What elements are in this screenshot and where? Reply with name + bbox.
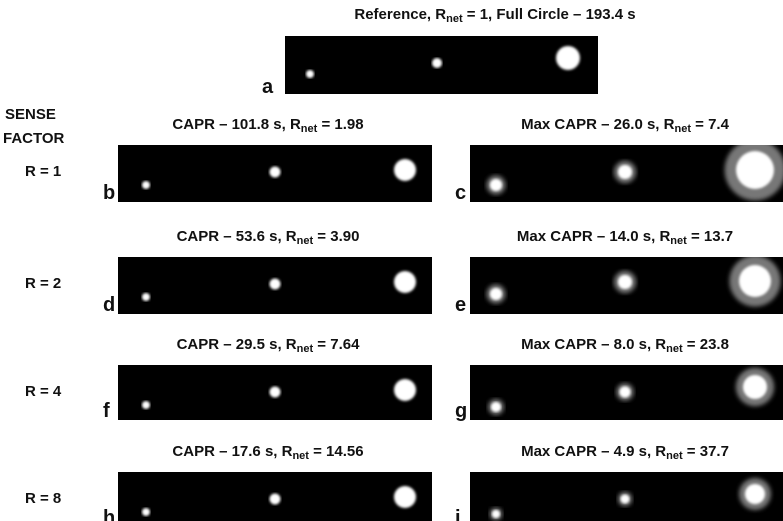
figure: SENSE FACTOR Reference, Rnet = 1, Full C… bbox=[0, 0, 783, 521]
title-text: = 1.98 bbox=[317, 116, 363, 133]
title-text: = 7.4 bbox=[691, 116, 729, 133]
title-text: = 7.64 bbox=[313, 336, 359, 353]
subscript: net bbox=[674, 123, 691, 135]
subscript: net bbox=[297, 343, 314, 355]
blob bbox=[394, 379, 416, 401]
title-text: = 13.7 bbox=[687, 228, 733, 245]
blob bbox=[618, 165, 632, 179]
panel-letter: f bbox=[103, 400, 110, 423]
side-label: SENSE bbox=[5, 106, 56, 123]
blob bbox=[142, 293, 150, 301]
subscript: net bbox=[670, 235, 687, 247]
row-label: R = 2 bbox=[25, 275, 61, 292]
title-text: = 23.8 bbox=[683, 336, 729, 353]
row-label: R = 1 bbox=[25, 163, 61, 180]
panel-title: Reference, Rnet = 1, Full Circle – 193.4… bbox=[354, 6, 635, 25]
mri-image bbox=[470, 145, 783, 202]
blob bbox=[618, 275, 632, 289]
title-text: CAPR – 101.8 s, R bbox=[172, 116, 300, 133]
title-text: Max CAPR – 4.9 s, R bbox=[521, 443, 666, 460]
blob bbox=[394, 486, 416, 508]
blob bbox=[491, 402, 501, 412]
mri-image bbox=[118, 145, 432, 202]
blob bbox=[270, 387, 281, 398]
blob bbox=[492, 510, 500, 518]
title-text: Max CAPR – 8.0 s, R bbox=[521, 336, 666, 353]
row-label: R = 4 bbox=[25, 383, 61, 400]
title-text: = 3.90 bbox=[313, 228, 359, 245]
blob bbox=[270, 167, 281, 178]
subscript: net bbox=[446, 13, 463, 25]
blob bbox=[490, 179, 502, 191]
mri-image bbox=[285, 36, 598, 94]
blob bbox=[620, 387, 631, 398]
row-label: R = 8 bbox=[25, 490, 61, 507]
panel-title: CAPR – 101.8 s, Rnet = 1.98 bbox=[172, 116, 363, 135]
mri-image bbox=[118, 365, 432, 420]
blob bbox=[621, 495, 630, 504]
title-text: Max CAPR – 26.0 s, R bbox=[521, 116, 674, 133]
blob bbox=[394, 159, 416, 181]
mri-image bbox=[118, 472, 432, 521]
blob bbox=[142, 181, 150, 189]
panel-letter: a bbox=[262, 76, 273, 99]
blob bbox=[432, 58, 442, 68]
subscript: net bbox=[301, 123, 318, 135]
blob bbox=[739, 265, 771, 297]
subscript: net bbox=[666, 450, 683, 462]
subscript: net bbox=[292, 450, 309, 462]
panel-title: CAPR – 53.6 s, Rnet = 3.90 bbox=[177, 228, 360, 247]
panel-letter: b bbox=[103, 182, 115, 205]
panel-title: Max CAPR – 4.9 s, Rnet = 37.7 bbox=[521, 443, 729, 462]
subscript: net bbox=[297, 235, 314, 247]
panel-letter: c bbox=[455, 182, 466, 205]
blob bbox=[270, 279, 281, 290]
blob bbox=[745, 484, 765, 504]
mri-image bbox=[118, 257, 432, 314]
blob bbox=[556, 46, 580, 70]
panel-letter: e bbox=[455, 294, 466, 317]
mri-image bbox=[470, 257, 783, 314]
mri-image bbox=[470, 365, 783, 420]
panel-title: Max CAPR – 8.0 s, Rnet = 23.8 bbox=[521, 336, 729, 355]
panel-title: Max CAPR – 26.0 s, Rnet = 7.4 bbox=[521, 116, 729, 135]
panel-title: CAPR – 17.6 s, Rnet = 14.56 bbox=[172, 443, 363, 462]
panel-letter: h bbox=[103, 507, 115, 521]
title-text: CAPR – 17.6 s, R bbox=[172, 443, 292, 460]
panel-letter: d bbox=[103, 294, 115, 317]
panel-letter: g bbox=[455, 400, 467, 423]
title-text: = 37.7 bbox=[683, 443, 729, 460]
side-label: FACTOR bbox=[3, 130, 64, 147]
blob bbox=[490, 288, 502, 300]
blob bbox=[142, 401, 150, 409]
blob bbox=[142, 508, 150, 516]
title-text: = 14.56 bbox=[309, 443, 364, 460]
mri-image bbox=[470, 472, 783, 521]
blob bbox=[306, 70, 314, 78]
blob bbox=[394, 271, 416, 293]
panel-title: CAPR – 29.5 s, Rnet = 7.64 bbox=[177, 336, 360, 355]
panel-title: Max CAPR – 14.0 s, Rnet = 13.7 bbox=[517, 228, 733, 247]
title-text: = 1, Full Circle – 193.4 s bbox=[463, 6, 636, 23]
title-text: Max CAPR – 14.0 s, R bbox=[517, 228, 670, 245]
panel-letter: i bbox=[455, 507, 461, 521]
title-text: Reference, R bbox=[354, 6, 446, 23]
blob bbox=[736, 151, 774, 189]
blob bbox=[270, 494, 281, 505]
blob bbox=[743, 375, 767, 399]
title-text: CAPR – 53.6 s, R bbox=[177, 228, 297, 245]
subscript: net bbox=[666, 343, 683, 355]
title-text: CAPR – 29.5 s, R bbox=[177, 336, 297, 353]
